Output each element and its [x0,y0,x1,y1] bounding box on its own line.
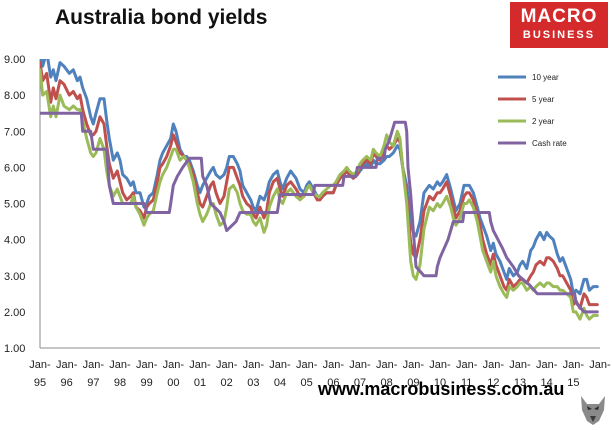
y-tick-label: 9.00 [4,54,25,66]
x-tick-label-top: Jan- [189,359,211,371]
x-tick-label-bottom: 02 [221,377,233,389]
x-tick-label-top: Jan- [509,359,531,371]
macrobusiness-logo[interactable]: MACRO BUSINESS [510,2,608,48]
x-tick-label-top: Jan- [109,359,131,371]
x-tick-label: Jan- 14 [536,359,558,389]
x-tick-label-top: Jan- [403,359,425,371]
x-tick-label-bottom: 04 [274,377,286,389]
x-tick-labels: Jan-95Jan-96Jan-97Jan-98Jan-99Jan-00Jan-… [29,359,611,389]
x-tick-label-bottom: 98 [114,377,126,389]
x-tick-label: Jan- 06 [323,359,345,389]
x-tick-label-bottom: 11 [461,377,472,389]
logo-line-2: BUSINESS [522,29,596,41]
x-tick-label-bottom: 95 [34,377,46,389]
x-tick-label: Jan- 97 [83,359,105,389]
y-tick-labels: 9.00 8.00 7.00 6.00 5.00 4.00 3.00 2.00 1.00 [4,54,25,355]
x-tick-label-bottom: 01 [194,377,206,389]
x-tick-label: Jan- 01 [189,359,211,389]
y-tick-label: 8.00 [4,90,25,102]
footer-url[interactable]: www.macrobusiness.com.au [318,379,565,399]
legend-label: 2 year [532,117,555,126]
x-tick-label-bottom: 05 [301,377,313,389]
legend-entry: 2 year [498,117,555,126]
x-tick-label-bottom: 03 [247,377,259,389]
x-tick-label: Jan- 00 [163,359,185,389]
x-tick-label-top: Jan- [136,359,158,371]
x-tick-label-top: Jan- [243,359,265,371]
x-tick-label: Jan- 10 [429,359,451,389]
chart-title: Australia bond yields [55,6,268,29]
x-tick-label: Jan- 03 [243,359,265,389]
x-tick-label-top: Jan- [536,359,558,371]
x-tick-label-top: Jan- [589,359,611,371]
series-line-cash-rate [40,111,599,314]
x-tick-label-bottom: 00 [167,377,179,389]
x-tick-label-top: Jan- [323,359,345,371]
x-tick-label-bottom: 13 [514,377,526,389]
x-tick-label: Jan- 08 [376,359,398,389]
x-tick-label-top: Jan- [29,359,51,371]
x-tick-label: Jan- 12 [483,359,505,389]
x-tick-label-top: Jan- [296,359,318,371]
legend-label: 10 year [532,73,559,82]
x-tick-label: Jan- 13 [509,359,531,389]
x-tick-label: Jan- [589,359,611,371]
x-tick-label: Jan- 09 [403,359,425,389]
y-tick-label: 6.00 [4,162,25,174]
x-tick-label-bottom: 97 [87,377,99,389]
y-tick-label: 7.00 [4,126,25,138]
series-line-10-year [40,59,599,296]
x-tick-label: Jan- 95 [29,359,51,389]
x-tick-label-bottom: 08 [381,377,393,389]
x-tick-label: Jan- 05 [296,359,318,389]
x-tick-label: Jan- 04 [269,359,291,389]
y-tick-label: 2.00 [4,307,25,319]
x-tick-label-bottom: 14 [541,377,553,389]
x-tick-label: Jan- 98 [109,359,131,389]
x-tick-label-bottom: 06 [327,377,339,389]
x-tick-label-top: Jan- [216,359,238,371]
x-tick-label: Jan- 02 [216,359,238,389]
x-tick-label-top: Jan- [376,359,398,371]
x-tick-label-top: Jan- [563,359,585,371]
x-tick-label: Jan- 96 [56,359,78,389]
wolf-logo-icon [581,396,605,425]
x-tick-label-bottom: 96 [61,377,73,389]
x-tick-label-bottom: 15 [567,377,579,389]
x-tick-label: Jan- 11 [456,359,478,389]
x-tick-label: Jan- 07 [349,359,371,389]
x-tick-label-top: Jan- [269,359,291,371]
x-tick-label-bottom: 09 [407,377,419,389]
series-lines [40,59,599,321]
x-tick-label-top: Jan- [349,359,371,371]
legend-label: 5 year [532,95,555,104]
x-tick-label: Jan- 99 [136,359,158,389]
legend-label: Cash rate [532,139,567,148]
x-tick-label-bottom: 99 [141,377,153,389]
logo-line-1: MACRO [520,6,598,27]
legend-entry: Cash rate [498,139,567,148]
y-tick-label: 5.00 [4,199,25,211]
x-tick-label-top: Jan- [456,359,478,371]
x-tick-label-bottom: 12 [487,377,499,389]
x-tick-label-top: Jan- [163,359,185,371]
legend: 10 year 5 year 2 year Cash rate [498,73,567,148]
legend-entry: 5 year [498,95,555,104]
x-tick-label: Jan- 15 [563,359,585,389]
y-tick-label: 3.00 [4,271,25,283]
x-tick-label-top: Jan- [483,359,505,371]
y-tick-label: 1.00 [4,343,25,355]
legend-entry: 10 year [498,73,559,82]
y-tick-label: 4.00 [4,235,25,247]
x-tick-label-bottom: 10 [434,377,446,389]
x-tick-label-top: Jan- [83,359,105,371]
x-tick-label-top: Jan- [56,359,78,371]
x-tick-label-bottom: 07 [354,377,366,389]
x-tick-label-top: Jan- [429,359,451,371]
